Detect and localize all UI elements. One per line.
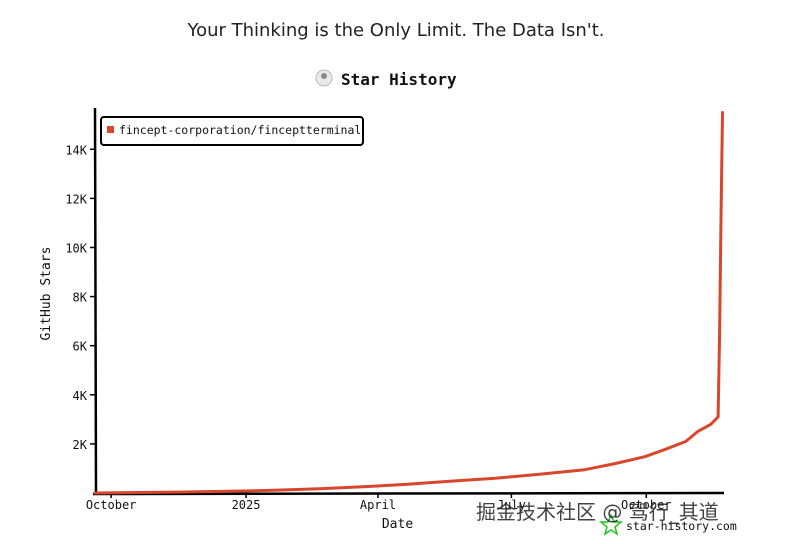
page-headline: Your Thinking is the Only Limit. The Dat…	[187, 20, 605, 41]
series-point	[494, 477, 497, 480]
x-tick-label: October	[86, 498, 137, 512]
series-point	[449, 480, 451, 483]
legend-box	[100, 116, 364, 146]
series-point	[721, 111, 724, 114]
series-point	[318, 488, 321, 490]
watermark-text: 掘金技术社区 @ 驾行_其道	[476, 500, 719, 524]
series-point	[718, 332, 721, 335]
series-point	[644, 455, 646, 458]
y-tick-label: 12K	[65, 192, 87, 206]
x-axis-label: Date	[382, 517, 413, 532]
legend-label: fincept-corporation/finceptterminal	[119, 123, 361, 137]
series-point	[183, 491, 186, 493]
series-point	[666, 448, 668, 450]
x-tick-label: July	[497, 498, 526, 512]
x-tick-label: 2025	[232, 498, 261, 512]
y-tick-label: 8K	[73, 291, 88, 305]
series-point	[583, 468, 586, 471]
y-tick-label: 4K	[73, 389, 88, 403]
avatar-icon-head	[321, 73, 327, 79]
series-point	[94, 492, 96, 494]
series-point	[614, 462, 617, 465]
x-tick-label: April	[360, 498, 396, 512]
series-point	[696, 430, 699, 433]
series-point	[405, 483, 407, 486]
series-point	[359, 486, 362, 488]
x-axis-line	[92, 491, 725, 496]
series-line	[93, 111, 724, 495]
series-point	[710, 423, 712, 426]
y-tick-label: 10K	[65, 241, 87, 255]
series-point	[138, 491, 140, 494]
y-tick-label: 14K	[65, 143, 87, 157]
series-point	[720, 209, 722, 212]
y-tick-label: 2K	[73, 438, 88, 452]
series-point	[685, 440, 687, 443]
y-axis-line	[93, 107, 98, 496]
series-point	[227, 490, 230, 493]
legend-swatch	[107, 126, 114, 133]
x-tick-label: October	[621, 498, 672, 512]
series-point	[273, 489, 275, 492]
star-history-logo-icon	[598, 513, 624, 536]
y-tick-label: 6K	[73, 340, 88, 354]
y-axis-label: GitHub Stars	[39, 247, 54, 341]
chart-title: Star History	[341, 70, 457, 89]
series-point	[538, 473, 541, 476]
credit-label: star-history.com	[626, 519, 737, 533]
series-point	[717, 416, 719, 418]
